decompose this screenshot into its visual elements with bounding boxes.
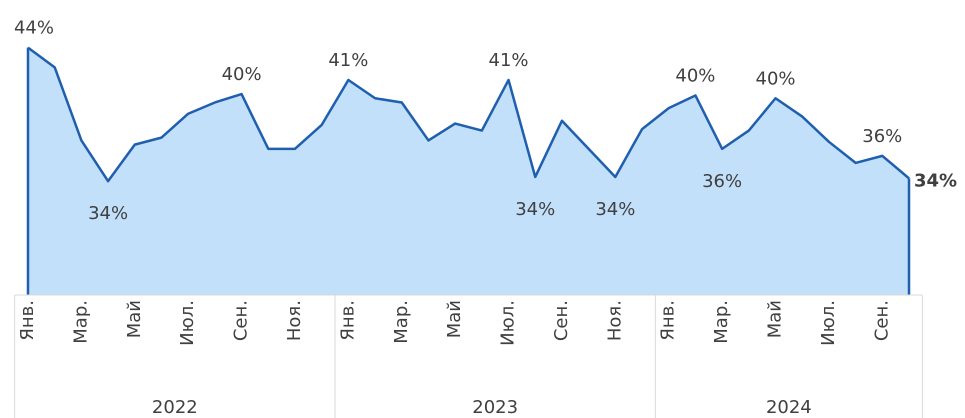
area-line [27,46,910,183]
x-tick-label: Июл. [498,300,519,346]
x-tick-label: Ноя. [284,300,305,341]
x-tick-label: Ноя. [604,300,625,341]
data-label: 41% [328,50,368,71]
x-tick-label: Янв. [337,300,358,341]
data-label: 36% [862,126,902,147]
x-tick-label: Мар. [391,300,412,344]
group-label: 2022 [152,397,198,418]
data-label: 44% [14,18,54,39]
data-label: 41% [489,50,529,71]
x-tick-label: Мар. [711,300,732,344]
data-label: 34% [88,203,128,224]
x-tick-label: Сен. [551,300,572,341]
x-tick-label: Май [124,300,145,338]
data-label: 36% [702,171,742,192]
x-tick-label: Янв. [658,300,679,341]
data-label: 40% [222,64,262,85]
x-tick-label: Сен. [231,300,252,341]
group-label: 2024 [766,397,812,418]
data-label: 34% [595,199,635,220]
x-tick-label: Мар. [70,300,91,344]
data-label: 34% [914,170,957,191]
x-tick-label: Июл. [818,300,839,346]
x-tick-label: Июл. [177,300,198,346]
data-label: 34% [515,199,555,220]
data-label: 40% [675,65,715,86]
x-tick-label: Янв. [17,300,38,341]
group-label: 2023 [472,397,518,418]
x-tick-label: Май [444,300,465,338]
data-label: 40% [756,68,796,89]
x-tick-label: Май [765,300,786,338]
x-tick-label: Сен. [871,300,892,341]
